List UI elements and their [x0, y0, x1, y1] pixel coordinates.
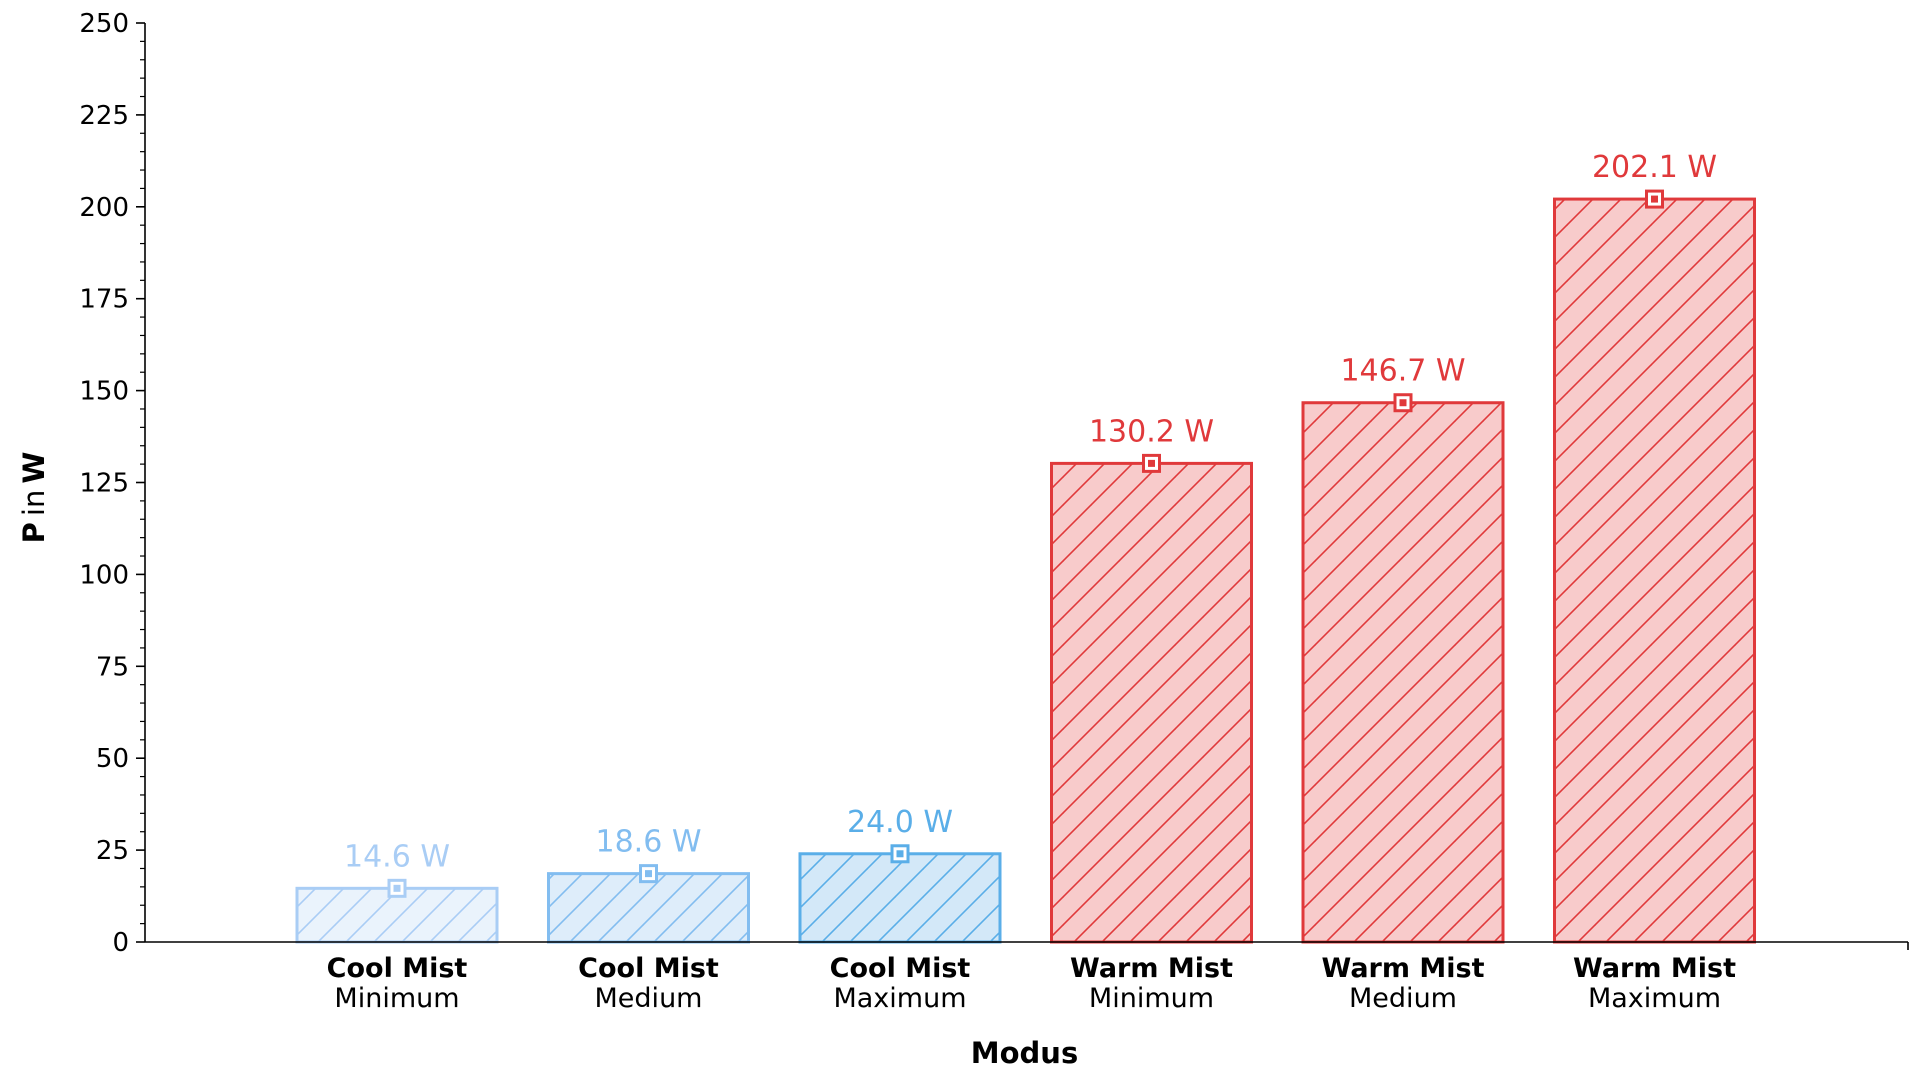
category-label: Warm Mist: [1322, 953, 1485, 984]
bar-marker: [1393, 393, 1413, 413]
y-axis-title-quantity: P: [17, 522, 51, 543]
y-tick-label: 0: [112, 928, 129, 958]
bar: [798, 852, 1002, 944]
y-axis-title: Pin W: [17, 452, 51, 544]
y-tick-label: 200: [79, 193, 129, 223]
y-tick-label: 175: [79, 285, 129, 315]
y-axis-title-unit: W: [17, 452, 51, 484]
bar-marker: [890, 844, 910, 864]
category-sublabel: Minimum: [1089, 983, 1214, 1014]
y-tick-label: 125: [79, 469, 129, 499]
category-sublabel: Minimum: [334, 983, 459, 1014]
value-label: 202.1 W: [1592, 150, 1717, 185]
bar: [1553, 197, 1756, 944]
value-label: 14.6 W: [344, 839, 450, 874]
bar-marker: [639, 864, 658, 884]
category-sublabel: Maximum: [833, 983, 966, 1014]
y-tick-label: 250: [79, 9, 129, 39]
value-label: 24.0 W: [847, 805, 953, 840]
y-axis-title-in: in: [17, 490, 51, 516]
bar-marker: [1645, 189, 1664, 209]
y-tick-label: 225: [79, 101, 129, 131]
category-sublabel: Maximum: [1588, 983, 1721, 1014]
category-label: Cool Mist: [578, 953, 719, 984]
y-tick-label: 25: [96, 836, 129, 866]
markers-group: [387, 189, 1664, 898]
category-label: Warm Mist: [1573, 953, 1736, 984]
bars-group: [295, 197, 1756, 944]
x-axis-title: Modus: [971, 1036, 1078, 1070]
category-label: Cool Mist: [830, 953, 971, 984]
bar: [547, 872, 750, 944]
bar-marker: [1142, 453, 1161, 473]
y-tick-label: 50: [96, 744, 129, 774]
y-tick-label: 75: [96, 652, 129, 682]
category-label: Warm Mist: [1070, 953, 1233, 984]
bar: [1050, 461, 1253, 944]
bar-marker: [387, 878, 407, 898]
category-sublabel: Medium: [595, 983, 703, 1014]
y-axis: 0 25 50 75 100 125 150 175 200 225 250: [79, 9, 146, 958]
value-labels-group: 14.6 W 18.6 W 24.0 W 130.2 W 146.7 W 202.1 W: [344, 150, 1717, 874]
value-label: 146.7 W: [1340, 354, 1465, 389]
y-tick-label: 150: [79, 377, 129, 407]
value-label: 18.6 W: [596, 825, 702, 860]
category-sublabel: Medium: [1349, 983, 1457, 1014]
y-tick-label: 100: [79, 560, 129, 590]
bar: [1301, 401, 1505, 944]
value-label: 130.2 W: [1089, 414, 1214, 449]
category-label: Cool Mist: [327, 953, 468, 984]
